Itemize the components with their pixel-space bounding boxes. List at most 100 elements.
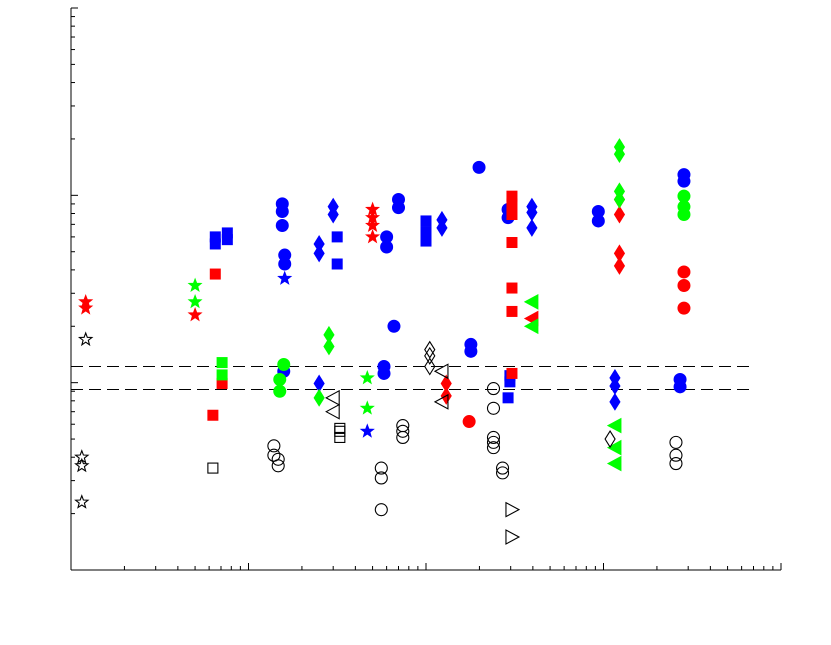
- point: [496, 461, 510, 475]
- point: [462, 415, 476, 429]
- point: [325, 389, 340, 406]
- point: [420, 215, 432, 227]
- point: [380, 240, 394, 254]
- point: [472, 160, 486, 174]
- point: [209, 238, 221, 250]
- point: [331, 231, 343, 243]
- point: [187, 306, 203, 322]
- point: [433, 393, 449, 410]
- point: [273, 372, 287, 386]
- point: [207, 409, 219, 421]
- point: [377, 366, 391, 380]
- point: [523, 294, 539, 310]
- point: [396, 424, 410, 438]
- point: [374, 471, 388, 485]
- point: [606, 455, 622, 472]
- point: [506, 209, 518, 221]
- point: [420, 235, 432, 247]
- point: [275, 219, 289, 233]
- point: [325, 403, 340, 420]
- point: [523, 318, 539, 335]
- point: [486, 382, 501, 396]
- point: [486, 401, 501, 415]
- point: [506, 305, 518, 317]
- point: [677, 301, 691, 315]
- point: [221, 234, 233, 246]
- point: [78, 300, 94, 315]
- point: [396, 430, 410, 444]
- point: [506, 367, 518, 379]
- point: [677, 265, 691, 279]
- point: [505, 501, 521, 518]
- point: [506, 198, 518, 210]
- point: [77, 331, 94, 347]
- point: [331, 258, 343, 270]
- point: [496, 466, 510, 480]
- point: [673, 380, 687, 394]
- point: [486, 430, 501, 444]
- point: [677, 279, 691, 293]
- point: [365, 228, 381, 244]
- point: [374, 461, 388, 475]
- point: [424, 340, 436, 359]
- point: [486, 441, 501, 455]
- point: [613, 256, 626, 275]
- point: [277, 270, 293, 285]
- point: [267, 439, 281, 453]
- point: [187, 293, 203, 309]
- point: [365, 217, 381, 232]
- point: [74, 457, 90, 473]
- point: [613, 205, 626, 224]
- point: [278, 257, 292, 271]
- point: [313, 244, 325, 263]
- point: [424, 346, 436, 365]
- point: [506, 237, 518, 249]
- point: [613, 145, 626, 164]
- point: [433, 363, 449, 380]
- point: [604, 430, 616, 449]
- point: [359, 369, 375, 385]
- point: [359, 400, 375, 415]
- point: [271, 452, 285, 466]
- point: [273, 384, 287, 398]
- point: [74, 494, 90, 509]
- point: [526, 218, 538, 237]
- point: [506, 282, 518, 294]
- point: [387, 319, 401, 333]
- point: [216, 357, 228, 369]
- point: [677, 174, 691, 188]
- point: [334, 431, 346, 443]
- point: [271, 459, 285, 473]
- point: [374, 503, 388, 517]
- point: [207, 462, 219, 474]
- point: [327, 205, 339, 224]
- point: [424, 357, 436, 376]
- point: [209, 268, 221, 280]
- point: [606, 439, 622, 456]
- point: [606, 417, 622, 434]
- point: [486, 435, 501, 449]
- point: [277, 358, 291, 372]
- point: [323, 337, 335, 356]
- point: [275, 204, 289, 218]
- point: [392, 201, 406, 215]
- point: [505, 529, 521, 545]
- point: [187, 277, 203, 292]
- point: [669, 457, 683, 471]
- point: [669, 435, 683, 449]
- point: [609, 392, 621, 411]
- point: [502, 392, 514, 404]
- point: [359, 423, 375, 438]
- point: [313, 388, 325, 407]
- point: [436, 218, 448, 237]
- point: [669, 448, 683, 462]
- point: [464, 344, 478, 358]
- point: [420, 226, 432, 238]
- point: [613, 190, 626, 209]
- point: [677, 208, 691, 222]
- point: [216, 369, 228, 381]
- point: [334, 425, 346, 437]
- point: [591, 214, 605, 228]
